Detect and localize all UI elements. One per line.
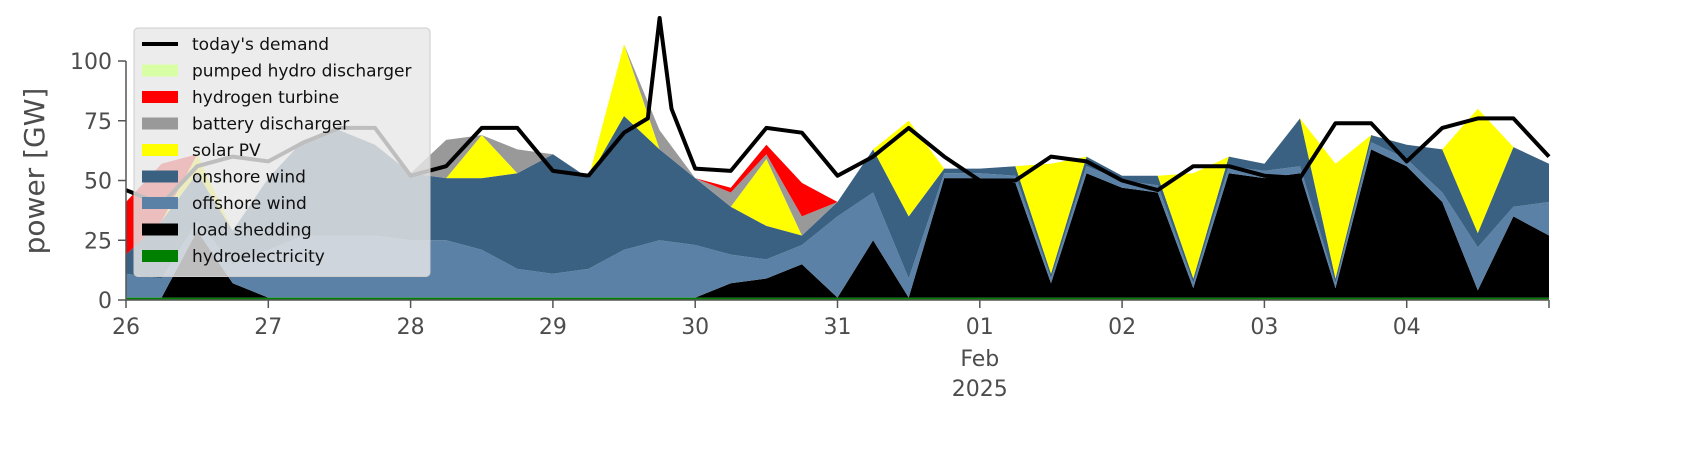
legend-label-battery-discharger: battery discharger [192, 115, 349, 135]
x-ticks: 26 27 28 29 30 31 01 Feb 2025 02 03 04 [112, 300, 1550, 402]
area-solar-pv [126, 44, 1549, 279]
x-tick-year-label: 2025 [952, 377, 1008, 402]
x-tick-label: 03 [1250, 315, 1278, 340]
x-tick-label: 30 [681, 315, 709, 340]
legend-label-onshore-wind: onshore wind [192, 168, 306, 188]
legend: today's demand pumped hydro discharger hyd… [133, 27, 431, 277]
x-tick-label: 29 [539, 315, 567, 340]
x-tick-label: 02 [1108, 315, 1136, 340]
y-axis-title: power [GW] [18, 88, 51, 255]
x-tick-label: 26 [112, 315, 140, 340]
legend-label-pumped-hydro-discharger: pumped hydro discharger [192, 62, 411, 82]
legend-label-today-s-demand: today's demand [192, 35, 329, 55]
legend-label-hydroelectricity: hydroelectricity [192, 247, 325, 267]
x-tick-month-label: Feb [960, 347, 999, 372]
area-onshore-wind [126, 116, 1549, 284]
y-tick-label: 50 [84, 170, 112, 195]
x-tick-label: 04 [1393, 315, 1421, 340]
legend-label-offshore-wind: offshore wind [192, 194, 307, 214]
y-tick-label: 100 [70, 50, 112, 75]
legend-label-hydrogen-turbine: hydrogen turbine [192, 88, 339, 108]
legend-swatch-offshore-wind [142, 197, 178, 209]
area-load-shedding [126, 149, 1549, 298]
legend-label-solar-pv: solar PV [192, 141, 261, 161]
y-tick-label: 75 [84, 110, 112, 135]
x-tick-label: 27 [254, 315, 282, 340]
y-ticks: 0 25 50 75 100 [70, 50, 126, 314]
x-tick-label: 28 [397, 315, 425, 340]
y-tick-label: 25 [84, 229, 112, 254]
legend-swatch-hydroelectricity [142, 250, 178, 262]
y-tick-label: 0 [98, 289, 112, 314]
legend-swatch-onshore-wind [142, 170, 178, 183]
legend-swatch-hydrogen-turbine [142, 91, 178, 103]
area-offshore-wind [126, 142, 1549, 298]
x-tick-label: 01 [966, 315, 994, 340]
legend-swatch-solar-pv [142, 144, 178, 156]
legend-box [133, 27, 431, 277]
legend-swatch-battery-discharger [142, 117, 178, 130]
legend-swatch-pumped-hydro-discharger [142, 64, 178, 77]
legend-swatch-load-shedding [142, 223, 178, 236]
x-tick-label: 31 [824, 315, 852, 340]
legend-label-load-shedding: load shedding [192, 221, 312, 241]
